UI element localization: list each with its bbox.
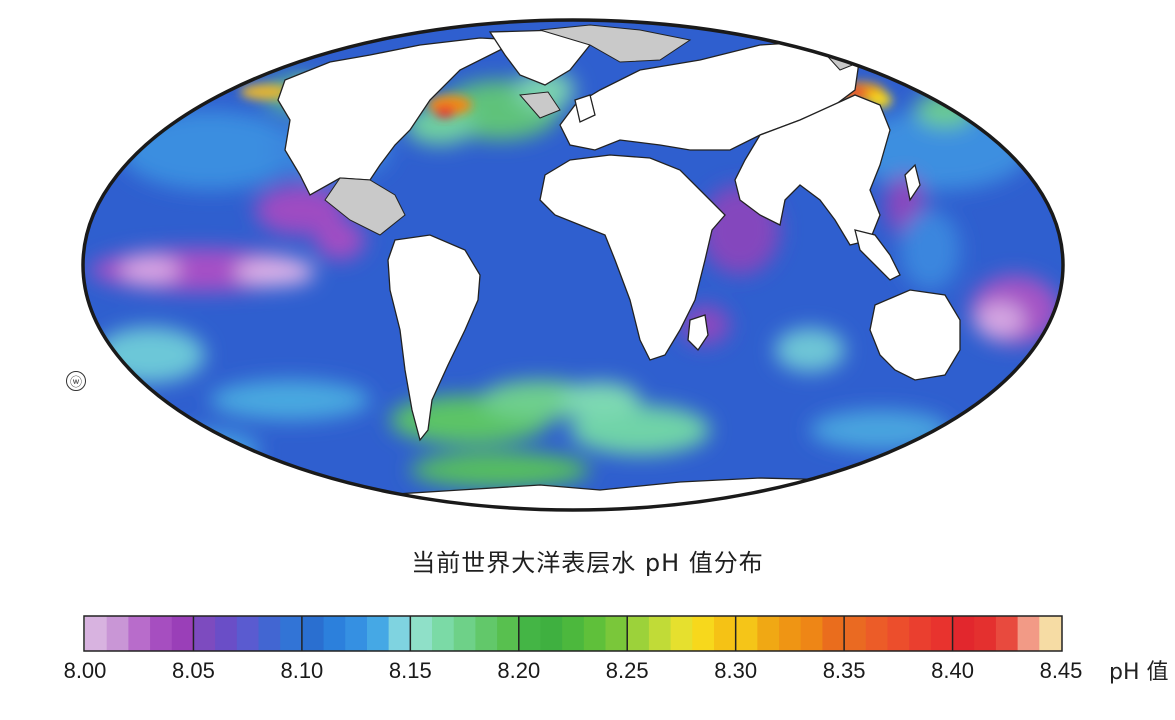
- legend-swatch: [106, 616, 129, 651]
- legend-swatch: [215, 616, 238, 651]
- legend-swatch: [605, 616, 628, 651]
- legend-swatch: [1017, 616, 1040, 651]
- legend-swatch: [995, 616, 1019, 651]
- legend-tick-label: 8.00: [64, 658, 107, 683]
- legend-swatch: [648, 616, 672, 651]
- legend-swatch: [323, 616, 346, 651]
- legend-swatch: [562, 616, 585, 651]
- legend-dividers: [192, 616, 954, 651]
- circled-w-marker: ⓦ: [66, 371, 86, 391]
- legend-swatch: [952, 616, 975, 651]
- legend-swatch: [410, 616, 433, 651]
- legend-swatch: [540, 616, 563, 651]
- legend-swatch: [930, 616, 954, 651]
- legend-swatch: [1039, 616, 1062, 651]
- legend-swatch: [388, 616, 411, 651]
- legend-tick-label: 8.25: [606, 658, 649, 683]
- legend-swatch: [735, 616, 758, 651]
- ph-color-legend: 8.00 8.05 8.10 8.15 8.20 8.25 8.30 8.35 8.40 8.45: [64, 615, 1083, 683]
- legend-tick-label: 8.05: [172, 658, 215, 683]
- legend-tick-label: 8.20: [497, 658, 540, 683]
- legend-unit: pH 值: [1109, 660, 1169, 685]
- legend-swatch: [280, 616, 303, 651]
- legend-swatch: [757, 616, 780, 651]
- legend-swatch: [236, 616, 260, 651]
- legend-swatch: [844, 616, 867, 651]
- legend-swatch: [822, 616, 845, 651]
- legend-swatch: [974, 616, 997, 651]
- legend-tick-labels: 8.00 8.05 8.10 8.15 8.20 8.25 8.30 8.35 8.40 8.45: [64, 658, 1083, 683]
- legend-tick-label: 8.45: [1040, 658, 1083, 683]
- legend-swatch: [518, 616, 542, 651]
- legend-swatch: [193, 616, 216, 651]
- ocean-layer: [83, 20, 1063, 510]
- legend-swatch: [909, 616, 932, 651]
- legend-swatch: [366, 616, 390, 651]
- legend-tick-label: 8.35: [823, 658, 866, 683]
- legend-swatch: [345, 616, 368, 651]
- legend-swatch: [85, 616, 108, 651]
- map-caption: 当前世界大洋表层水 pH 值分布: [411, 549, 764, 577]
- legend-swatch: [301, 616, 325, 651]
- map-outline: [81, 18, 1065, 512]
- legend-swatch: [779, 616, 802, 651]
- legend-swatch: [713, 616, 737, 651]
- legend-swatch: [258, 616, 281, 651]
- legend-swatch: [432, 616, 455, 651]
- legend-frame: [83, 615, 1063, 652]
- legend-swatch: [171, 616, 195, 651]
- legend-swatches: [85, 616, 1062, 651]
- legend-tick-label: 8.30: [714, 658, 757, 683]
- legend-swatch: [692, 616, 715, 651]
- legend-swatch: [453, 616, 476, 651]
- legend-swatch: [670, 616, 693, 651]
- legend-swatch: [887, 616, 910, 651]
- legend-swatch: [475, 616, 498, 651]
- legend-swatch: [583, 616, 607, 651]
- legend-tick-label: 8.15: [389, 658, 432, 683]
- legend-swatch: [800, 616, 824, 651]
- legend-tick-label: 8.10: [280, 658, 323, 683]
- ocean-ph-map: [81, 18, 1065, 512]
- legend-swatch: [627, 616, 650, 651]
- legend-swatch: [128, 616, 151, 651]
- legend-swatch: [150, 616, 173, 651]
- legend-swatch: [865, 616, 889, 651]
- legend-tick-label: 8.40: [931, 658, 974, 683]
- legend-swatch: [497, 616, 520, 651]
